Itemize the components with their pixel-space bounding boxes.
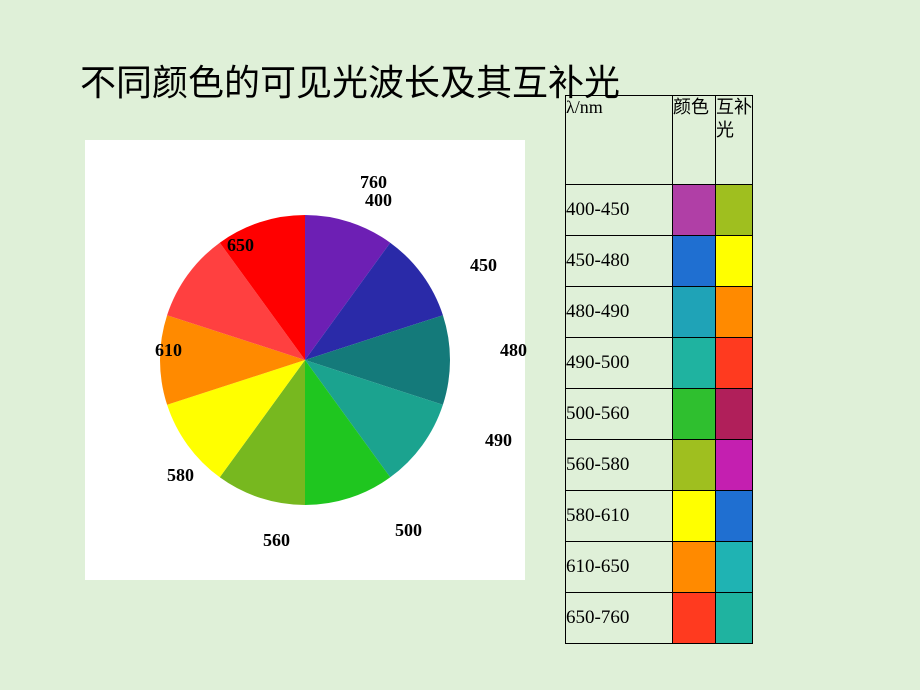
table-row: 480-490 (566, 287, 753, 338)
page-title: 不同颜色的可见光波长及其互补光 (80, 54, 620, 106)
wavelength-cell: 650-760 (566, 593, 673, 644)
wavelength-table: λ/nm 颜色 互补光 400-450450-480480-490490-500… (565, 95, 753, 644)
wavelength-cell: 580-610 (566, 491, 673, 542)
header-color: 颜色 (673, 96, 716, 185)
color-cell (673, 440, 716, 491)
color-cell (673, 389, 716, 440)
wavelength-cell: 500-560 (566, 389, 673, 440)
wheel-label: 500 (395, 520, 422, 541)
wavelength-cell: 560-580 (566, 440, 673, 491)
table-header-row: λ/nm 颜色 互补光 (566, 96, 753, 185)
table-row: 580-610 (566, 491, 753, 542)
wavelength-cell: 450-480 (566, 236, 673, 287)
header-wavelength: λ/nm (566, 96, 673, 185)
complement-cell (716, 287, 753, 338)
color-cell (673, 542, 716, 593)
color-cell (673, 185, 716, 236)
complement-cell (716, 185, 753, 236)
wheel-label: 560 (263, 530, 290, 551)
complement-cell (716, 389, 753, 440)
complement-cell (716, 440, 753, 491)
complement-cell (716, 491, 753, 542)
color-cell (673, 593, 716, 644)
table-row: 400-450 (566, 185, 753, 236)
complement-cell (716, 338, 753, 389)
complement-cell (716, 542, 753, 593)
table-row: 650-760 (566, 593, 753, 644)
complement-cell (716, 236, 753, 287)
wheel-label: 480 (500, 340, 527, 361)
table-row: 490-500 (566, 338, 753, 389)
wheel-label: 760 (360, 172, 387, 193)
table-row: 560-580 (566, 440, 753, 491)
wavelength-cell: 610-650 (566, 542, 673, 593)
color-wheel-panel: 400 450 480 490 500 560 580 610 650 760 (85, 140, 525, 580)
wavelength-cell: 490-500 (566, 338, 673, 389)
color-cell (673, 236, 716, 287)
table-row: 610-650 (566, 542, 753, 593)
wheel-label: 490 (485, 430, 512, 451)
wheel-label: 580 (167, 465, 194, 486)
color-cell (673, 287, 716, 338)
color-cell (673, 491, 716, 542)
wheel-label: 610 (155, 340, 182, 361)
table-body: 400-450450-480480-490490-500500-560560-5… (566, 185, 753, 644)
slide: 不同颜色的可见光波长及其互补光 400 450 480 490 500 560 580 610… (0, 0, 920, 690)
wheel-label: 400 (365, 190, 392, 211)
wavelength-cell: 400-450 (566, 185, 673, 236)
wavelength-cell: 480-490 (566, 287, 673, 338)
table-row: 500-560 (566, 389, 753, 440)
header-complement: 互补光 (716, 96, 753, 185)
table-row: 450-480 (566, 236, 753, 287)
complement-cell (716, 593, 753, 644)
color-cell (673, 338, 716, 389)
wheel-label: 450 (470, 255, 497, 276)
wheel-label: 650 (227, 235, 254, 256)
